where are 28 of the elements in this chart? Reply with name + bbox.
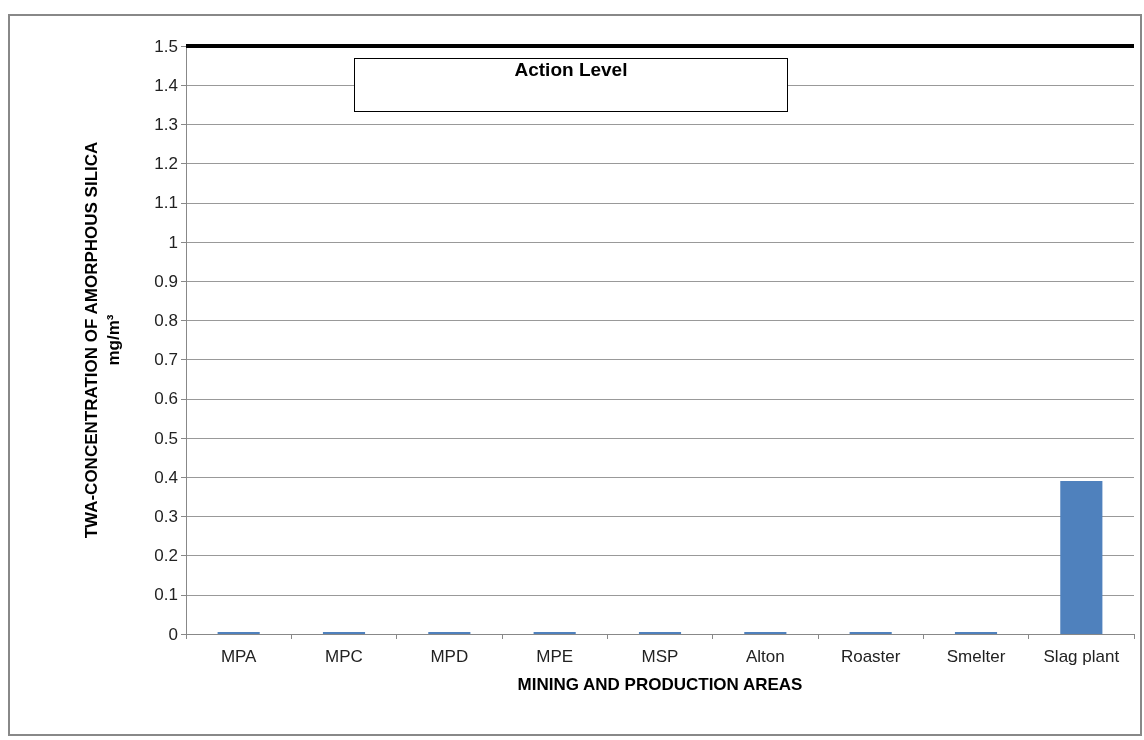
y-tick-label: 1.4: [154, 75, 178, 95]
y-tick-label: 1.1: [154, 193, 178, 213]
y-tick-label: 1: [168, 232, 178, 252]
y-tick-label: 0.4: [154, 467, 178, 487]
y-tick-label: 0.5: [154, 428, 178, 448]
x-tick-label: Slag plant: [1043, 647, 1120, 666]
x-tick-label: MPA: [220, 647, 258, 666]
x-tick-label: MSP: [641, 647, 679, 666]
text-box: Action Level: [354, 58, 788, 112]
y-tick-label: 0.9: [154, 271, 178, 291]
y-tick-label: 0.8: [154, 310, 178, 330]
y-tick-label: 1.5: [154, 36, 178, 56]
x-tick-label: Alton: [745, 647, 785, 666]
x-tick-label: MPC: [325, 647, 363, 666]
y-tick-label: 1.2: [154, 154, 178, 174]
x-tick-label: MPD: [430, 647, 469, 666]
y-tick-label: 0.1: [154, 585, 178, 605]
x-tick-label: Smelter: [946, 647, 1006, 666]
y-tick-label: 0.3: [154, 506, 178, 526]
y-tick-label: 0.6: [154, 389, 178, 409]
y-tick-label: 0.2: [154, 546, 178, 566]
y-axis-title: TWA-CONCENTRATION OF AMORPHOUS SILICA mg/m³: [81, 141, 123, 539]
x-tick-label: MPE: [536, 647, 574, 666]
x-axis-title: MINING AND PRODUCTION AREAS: [517, 675, 803, 694]
y-tick-label: 1.3: [154, 114, 178, 134]
x-tick-label: Roaster: [840, 647, 901, 666]
y-tick-label: 0: [168, 624, 178, 644]
y-tick-label: 0.7: [154, 350, 178, 370]
